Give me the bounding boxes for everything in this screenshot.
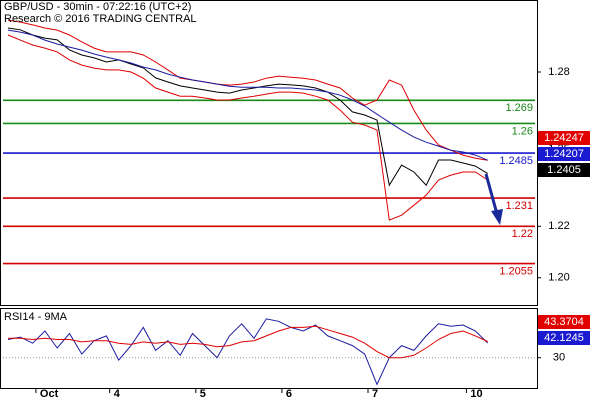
price-tag-label: 1.2405 [547, 164, 581, 176]
price-tag-label: 1.24247 [544, 132, 584, 144]
level-label: 1.2485 [499, 155, 533, 167]
series-line [7, 27, 488, 187]
rsi-frame [0, 308, 538, 389]
price-frame [0, 0, 538, 306]
rsi-title: RSI14 - 9MA [4, 311, 68, 323]
price-tag-box [538, 147, 590, 161]
level-label: 1.2055 [499, 266, 533, 278]
x-tick-label: Oct [40, 388, 59, 400]
price-tag-box [538, 163, 590, 177]
series-line [7, 29, 488, 161]
forecast-arrow-head [491, 209, 503, 225]
x-tick-label: 4 [114, 388, 121, 400]
y-tick-label: 1.28 [548, 66, 569, 78]
rsi-panel [0, 318, 541, 386]
level-label: 1.269 [505, 102, 533, 114]
chart-subtitle: Research © 2016 TRADING CENTRAL [4, 13, 197, 25]
series-line [8, 325, 488, 359]
series-line [7, 34, 488, 221]
series-line [7, 19, 488, 161]
y-tick-label: 30 [553, 352, 565, 364]
y-tick-label: 1.20 [548, 272, 569, 284]
series-line [7, 318, 489, 386]
price-panel [3, 19, 541, 279]
x-tick-label: 5 [200, 388, 206, 400]
price-tag-label: 43.3704 [544, 316, 584, 328]
price-tag-label: 42.1245 [544, 332, 584, 344]
price-tag-box [538, 315, 590, 329]
price-tag-box [538, 331, 590, 345]
level-label: 1.231 [505, 200, 533, 212]
chart-title: GBP/USD - 30min - 07:22:16 (UTC+2) [4, 1, 191, 13]
y-tick-label: 1.22 [548, 220, 569, 232]
x-tick-label: 10 [470, 388, 482, 400]
price-tag-box [538, 131, 590, 145]
level-label: 1.22 [512, 228, 533, 240]
forecast-arrow [484, 173, 499, 215]
price-tag-label: 1.24207 [544, 148, 584, 160]
level-label: 1.26 [512, 125, 533, 137]
x-tick-label: 7 [372, 388, 378, 400]
x-tick-label: 6 [286, 388, 292, 400]
